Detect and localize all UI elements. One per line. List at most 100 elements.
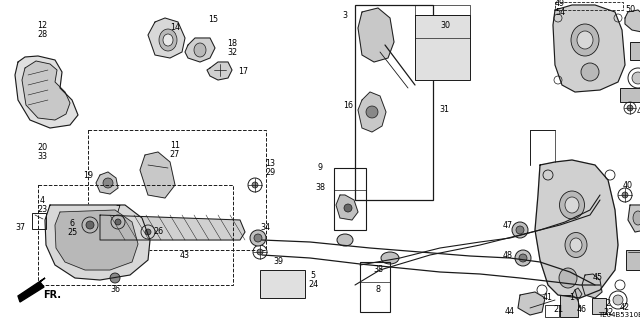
Text: 7: 7: [115, 205, 120, 214]
Text: 19: 19: [83, 170, 93, 180]
Ellipse shape: [559, 268, 577, 288]
FancyBboxPatch shape: [626, 250, 640, 270]
Polygon shape: [358, 8, 394, 62]
Text: 1: 1: [570, 293, 575, 302]
FancyBboxPatch shape: [560, 295, 578, 317]
Polygon shape: [22, 61, 70, 120]
FancyBboxPatch shape: [592, 298, 606, 314]
Text: 6
25: 6 25: [67, 219, 77, 237]
Text: FR.: FR.: [43, 290, 61, 300]
Text: 30: 30: [440, 20, 450, 29]
Circle shape: [613, 295, 623, 305]
Polygon shape: [572, 288, 582, 300]
Text: 17: 17: [238, 68, 248, 77]
Text: 38: 38: [373, 265, 383, 275]
Text: 13
29: 13 29: [265, 159, 275, 177]
Text: 4
23: 4 23: [37, 196, 47, 214]
Text: 18
32: 18 32: [227, 39, 237, 57]
Ellipse shape: [337, 234, 353, 246]
Text: 38: 38: [315, 183, 325, 192]
Text: 14: 14: [170, 24, 180, 33]
Polygon shape: [148, 18, 185, 58]
Text: 46: 46: [577, 306, 587, 315]
Polygon shape: [518, 292, 545, 315]
Polygon shape: [625, 10, 640, 32]
Circle shape: [252, 182, 258, 188]
Circle shape: [86, 221, 94, 229]
Circle shape: [632, 72, 640, 84]
Text: 11
27: 11 27: [170, 141, 180, 160]
Polygon shape: [553, 5, 625, 92]
Ellipse shape: [159, 29, 177, 51]
Text: 42: 42: [637, 108, 640, 116]
Text: 15: 15: [208, 16, 218, 25]
Ellipse shape: [570, 238, 582, 252]
FancyBboxPatch shape: [260, 270, 305, 298]
Ellipse shape: [633, 211, 640, 225]
Text: 48: 48: [503, 250, 513, 259]
Text: 21: 21: [553, 306, 563, 315]
Text: 43: 43: [180, 251, 190, 261]
Circle shape: [519, 254, 527, 262]
Text: 42: 42: [620, 303, 630, 313]
Text: 49
54: 49 54: [555, 0, 565, 17]
Ellipse shape: [381, 252, 399, 264]
Circle shape: [103, 178, 113, 188]
Polygon shape: [336, 195, 358, 220]
FancyBboxPatch shape: [630, 42, 640, 60]
Ellipse shape: [565, 197, 579, 213]
Text: 31: 31: [439, 106, 449, 115]
Text: 20
33: 20 33: [37, 143, 47, 161]
Polygon shape: [628, 205, 640, 232]
Circle shape: [515, 250, 531, 266]
Ellipse shape: [565, 233, 587, 257]
Circle shape: [516, 226, 524, 234]
Circle shape: [627, 105, 633, 111]
Polygon shape: [18, 278, 45, 302]
Polygon shape: [15, 56, 78, 128]
Text: 36: 36: [110, 286, 120, 294]
Text: TE04B5310B: TE04B5310B: [598, 312, 640, 318]
Text: 16: 16: [343, 100, 353, 109]
Text: 12
28: 12 28: [37, 21, 47, 39]
Circle shape: [622, 192, 628, 198]
FancyBboxPatch shape: [415, 15, 470, 80]
Circle shape: [110, 273, 120, 283]
Text: 37: 37: [15, 224, 25, 233]
Polygon shape: [140, 152, 175, 198]
Circle shape: [254, 234, 262, 242]
Circle shape: [366, 106, 378, 118]
Circle shape: [512, 222, 528, 238]
Text: 50: 50: [625, 5, 635, 14]
Ellipse shape: [577, 31, 593, 49]
Polygon shape: [207, 62, 232, 80]
FancyBboxPatch shape: [620, 88, 640, 102]
Ellipse shape: [559, 191, 584, 219]
Text: 26: 26: [153, 227, 163, 236]
Text: 47: 47: [503, 220, 513, 229]
Ellipse shape: [581, 63, 599, 81]
Text: 5
24: 5 24: [308, 271, 318, 289]
Text: 2
22: 2 22: [603, 299, 613, 317]
Text: 39: 39: [273, 257, 283, 266]
Polygon shape: [100, 215, 245, 240]
Text: 8: 8: [376, 286, 381, 294]
Text: 34: 34: [260, 224, 270, 233]
Circle shape: [145, 229, 151, 235]
Circle shape: [344, 204, 352, 212]
Polygon shape: [535, 160, 618, 298]
Polygon shape: [45, 205, 150, 280]
Text: 3: 3: [342, 11, 348, 19]
Polygon shape: [582, 274, 602, 298]
Text: 45: 45: [593, 273, 603, 283]
Ellipse shape: [163, 34, 173, 46]
Circle shape: [250, 230, 266, 246]
Circle shape: [257, 249, 263, 255]
Ellipse shape: [194, 43, 206, 57]
Text: 9: 9: [317, 164, 323, 173]
Text: 40: 40: [623, 181, 633, 189]
Text: 44: 44: [505, 308, 515, 316]
Circle shape: [115, 219, 121, 225]
Polygon shape: [185, 38, 215, 62]
Polygon shape: [96, 172, 118, 194]
